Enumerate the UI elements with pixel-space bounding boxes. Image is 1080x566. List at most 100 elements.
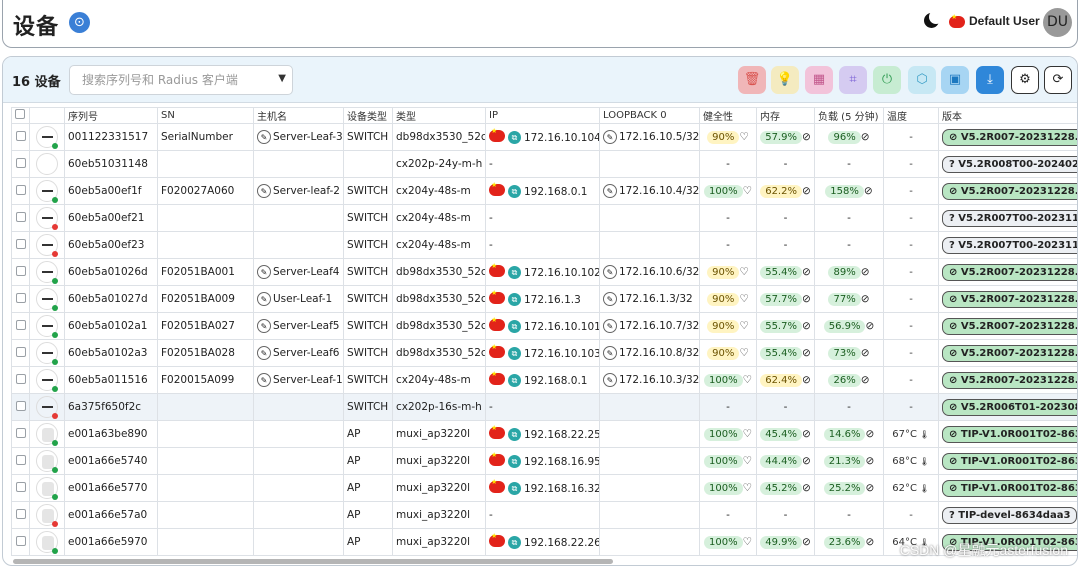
serial-number[interactable]: 60eb5a00ef1f [68,185,142,197]
version-badge[interactable]: ⊘ V5.2R007-20231228.114 [942,371,1077,389]
serial-number[interactable]: 60eb5a01026d [68,266,148,278]
stats-button[interactable]: ▦ [805,66,833,94]
assign-button[interactable]: ▣ [941,66,969,94]
power-button[interactable]: ⏻ [873,66,901,94]
copy-icon[interactable]: ⧉ [508,293,521,307]
version-badge[interactable]: ⊘ V5.2R007-20231228.114 [942,317,1077,335]
edit-icon[interactable]: ✎ [257,292,271,306]
copy-icon[interactable]: ⧉ [508,185,521,199]
column-header[interactable]: 主机名 [253,107,344,124]
column-header[interactable]: 内存 [756,107,815,124]
copy-icon[interactable]: ⧉ [508,455,521,469]
serial-number[interactable]: e001a66e5740 [68,455,148,467]
edit-icon[interactable]: ✎ [257,265,271,279]
table-row[interactable]: 60eb5a01026d F02051BA001 ✎ Server-Leaf4 SWIT… [11,258,1077,286]
column-header[interactable]: 温度 [883,107,939,124]
version-badge[interactable]: ⊘ TIP-V1.0R001T02-8634c [942,479,1077,497]
row-checkbox[interactable] [15,481,26,492]
edit-icon[interactable]: ✎ [603,319,617,333]
settings-button[interactable]: ⚙ [1011,66,1039,94]
version-badge[interactable]: ⊘ V5.2R007-20231228.114 [942,263,1077,281]
row-checkbox[interactable] [15,211,26,222]
select-all-checkbox[interactable] [11,107,30,124]
column-header[interactable]: 健全性 [699,107,757,124]
row-checkbox[interactable] [15,292,26,303]
row-checkbox[interactable] [15,184,26,195]
switch-icon[interactable] [36,315,58,338]
version-badge[interactable]: ⊘ V5.2R007-20231228.114 [942,344,1077,362]
switch-icon[interactable] [36,288,58,311]
row-checkbox[interactable] [15,508,26,519]
copy-icon[interactable]: ⧉ [508,428,521,442]
edit-icon[interactable]: ✎ [603,292,617,306]
switch-icon[interactable] [36,234,58,257]
column-header[interactable]: 设备类型 [343,107,393,124]
download-button[interactable]: ⤓ [976,66,1004,94]
column-header[interactable]: 类型 [392,107,486,124]
column-header[interactable]: 序列号 [64,107,158,124]
switch-icon[interactable] [36,369,58,392]
table-row[interactable]: e001a63be890 AP muxi_ap3220l ⧉192.168.22.25… [11,420,1077,448]
copy-icon[interactable]: ⧉ [508,536,521,550]
row-checkbox[interactable] [15,535,26,546]
copy-icon[interactable]: ⧉ [508,320,521,334]
column-header[interactable]: SN [157,107,254,124]
access-point-icon[interactable] [36,477,58,500]
column-header[interactable]: IP [485,107,600,124]
serial-number[interactable]: e001a66e5770 [68,482,148,494]
serial-number[interactable]: 60eb5a0102a3 [68,347,148,359]
edit-icon[interactable]: ✎ [257,373,271,387]
serial-number[interactable]: e001a66e57a0 [68,509,148,521]
blink-button[interactable]: 💡 [771,66,799,94]
serial-number[interactable]: 60eb5a00ef21 [68,212,145,224]
serial-number[interactable]: 60eb5a011516 [68,374,148,386]
edit-icon[interactable]: ✎ [603,184,617,198]
access-point-icon[interactable] [36,531,58,554]
row-checkbox[interactable] [15,346,26,357]
table-row[interactable]: 60eb5a00ef1f F020027A060 ✎ Server-leaf-2 SWI… [11,177,1077,205]
serial-number[interactable]: e001a63be890 [68,428,148,440]
table-row[interactable]: e001a66e5970 AP muxi_ap3220l ⧉192.168.22.26… [11,528,1077,556]
row-checkbox[interactable] [15,265,26,276]
switch-icon[interactable] [36,261,58,284]
table-row[interactable]: e001a66e5740 AP muxi_ap3220l ⧉192.168.16.95… [11,447,1077,475]
table-row[interactable]: 60eb5a00ef21 SWITCH cx204y-48s-m - - - - -? V5.… [11,204,1077,232]
copy-icon[interactable]: ⧉ [508,374,521,388]
table-row[interactable]: e001a66e57a0 AP muxi_ap3220l - - - - -? TIP-dev… [11,501,1077,529]
copy-icon[interactable]: ⧉ [508,347,521,361]
table-row[interactable]: 60eb5a01027d F02051BA009 ✎ User-Leaf-1 SWITC… [11,285,1077,313]
table-row[interactable]: 60eb5a0102a3 F02051BA028 ✎ Server-Leaf6 SWIT… [11,339,1077,367]
switch-icon[interactable] [36,342,58,365]
upgrade-button[interactable]: ⬡ [908,66,936,94]
horizontal-scrollbar[interactable] [13,559,613,564]
edit-icon[interactable]: ✎ [603,265,617,279]
china-flag-icon[interactable] [949,13,965,28]
table-row[interactable]: 60eb5a0102a1 F02051BA027 ✎ Server-Leaf5 SWIT… [11,312,1077,340]
serial-number[interactable]: e001a66e5970 [68,536,148,548]
table-row[interactable]: 60eb5a00ef23 SWITCH cx204y-48s-m - - - - -? V5.… [11,231,1077,259]
row-checkbox[interactable] [15,373,26,384]
serial-number[interactable]: 60eb51031148 [68,158,148,170]
access-point-icon[interactable] [36,423,58,446]
serial-number[interactable]: 60eb5a0102a1 [68,320,148,332]
row-checkbox[interactable] [15,454,26,465]
access-point-icon[interactable] [36,450,58,473]
row-checkbox[interactable] [15,157,26,168]
version-badge[interactable]: ⊘ V5.2R007-20231228.114 [942,182,1077,200]
row-checkbox[interactable] [15,238,26,249]
serial-number[interactable]: 60eb5a00ef23 [68,239,145,251]
version-badge[interactable]: ? V5.2R007T00-20231106 [942,209,1077,227]
row-checkbox[interactable] [15,400,26,411]
refresh-button[interactable]: ⟳ [1044,66,1072,94]
copy-icon[interactable]: ⧉ [508,131,521,145]
chevron-down-icon[interactable]: ▼ [278,73,286,84]
broken-image-icon[interactable] [36,153,58,175]
search-box[interactable]: ▼ [69,65,293,95]
row-checkbox[interactable] [15,319,26,330]
user-name[interactable]: Default User [969,14,1040,28]
switch-icon[interactable] [36,126,58,149]
version-badge[interactable]: ? V5.2R007T00-20231106 [942,236,1077,254]
switch-icon[interactable] [36,396,58,419]
scan-button[interactable]: ⌗ [839,66,867,94]
switch-icon[interactable] [36,207,58,230]
